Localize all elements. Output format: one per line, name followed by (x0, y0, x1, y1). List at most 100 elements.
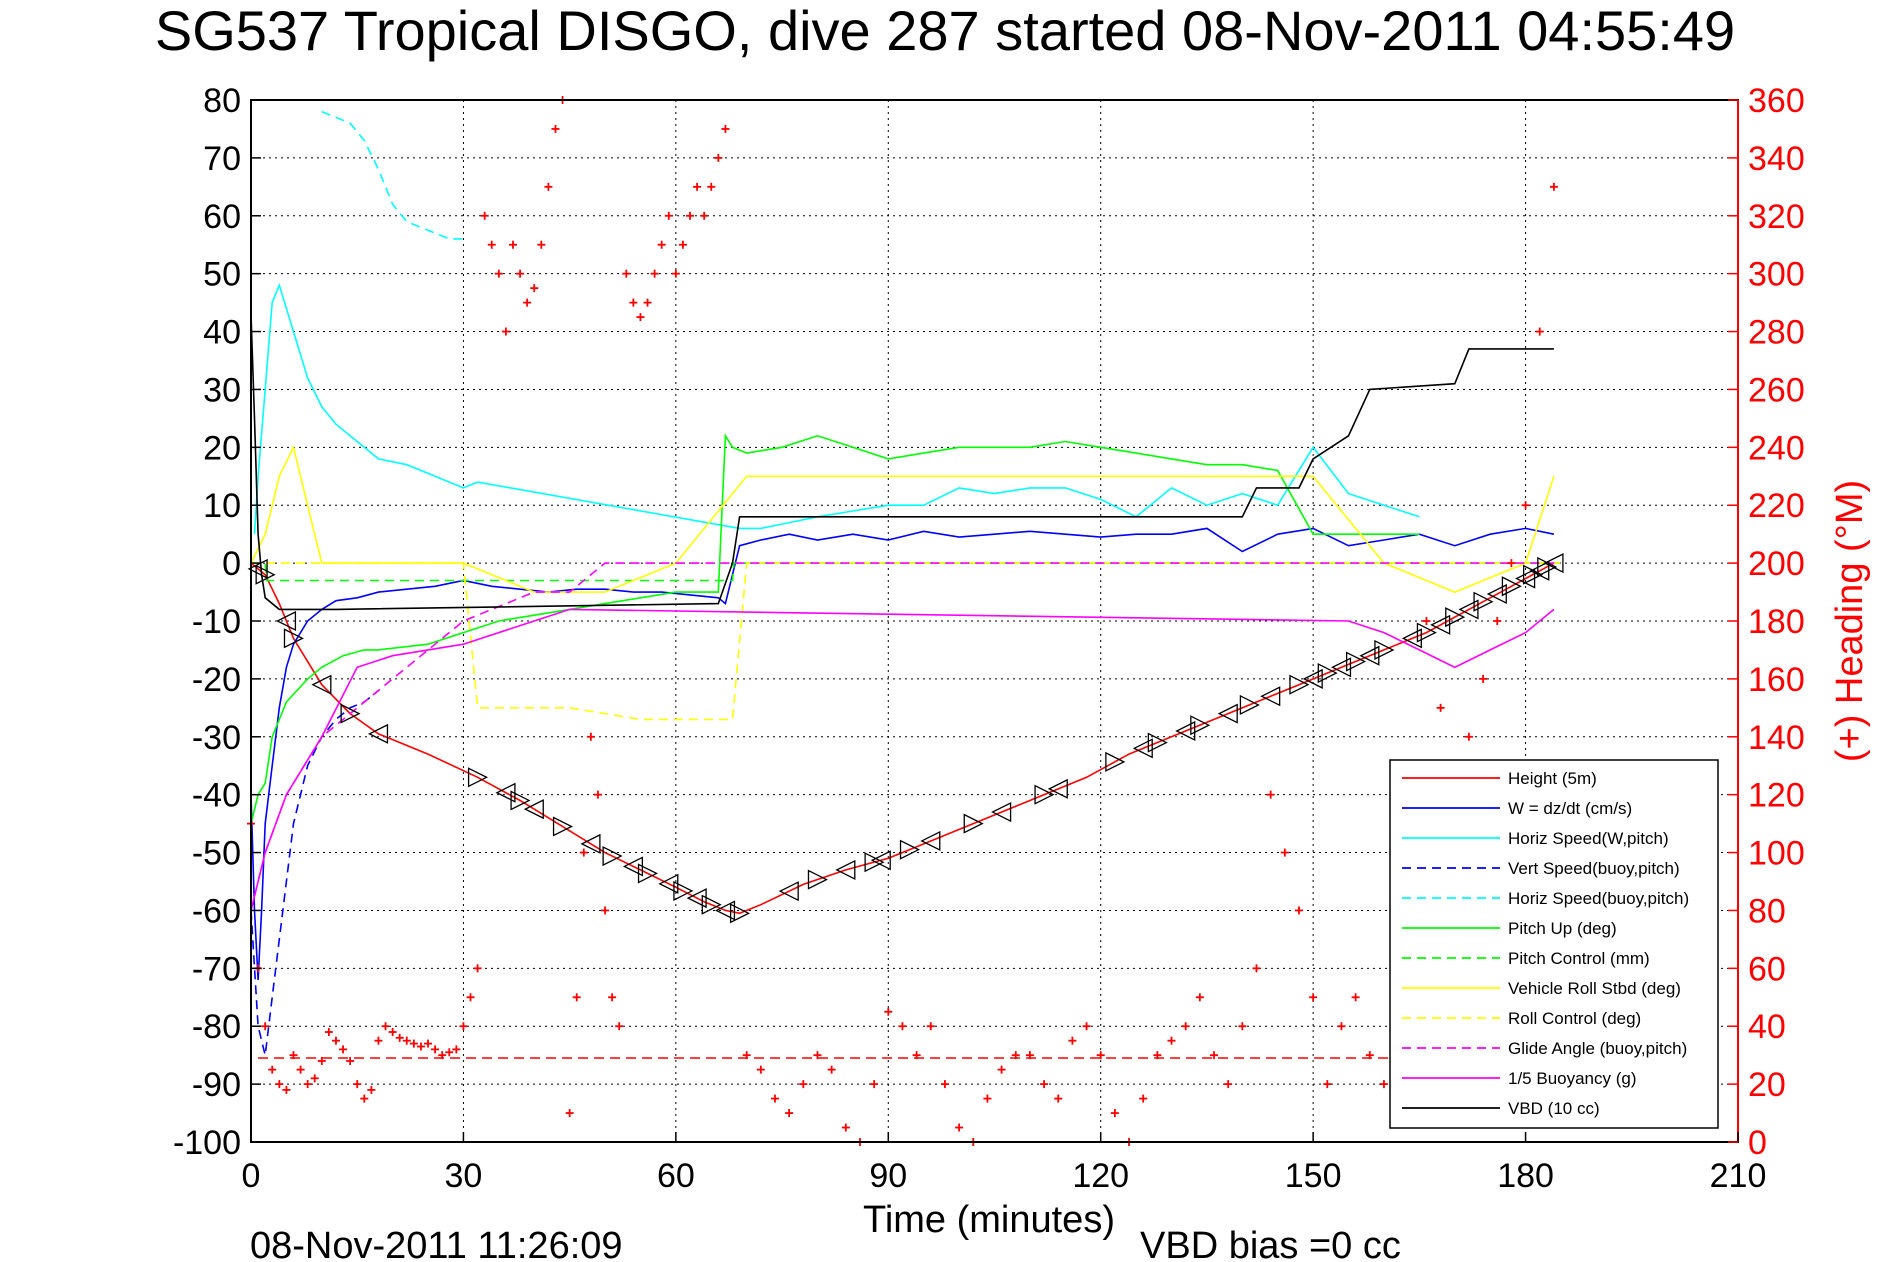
heading-point (1337, 1022, 1346, 1031)
heading-point (431, 1045, 440, 1054)
series-line-11 (250, 314, 1554, 611)
heading-point (339, 1045, 348, 1054)
height-marker (673, 880, 694, 901)
heading-point (898, 1022, 907, 1031)
height-marker (1317, 663, 1338, 684)
legend-label: 1/5 Buoyancy (g) (1508, 1069, 1637, 1088)
heading-point (629, 298, 638, 307)
series-line-1 (250, 527, 1555, 980)
heading-point (1167, 1036, 1176, 1045)
heading-point (402, 1036, 411, 1045)
heading-point (940, 1080, 949, 1089)
heading-point (643, 298, 652, 307)
heading-point (353, 1080, 362, 1089)
heading-point (1096, 1051, 1105, 1060)
y-tick-label: -60 (192, 892, 241, 930)
series-line-7 (250, 444, 1555, 593)
heading-point (1025, 1051, 1034, 1060)
height-marker (311, 674, 332, 695)
height-marker (580, 833, 601, 854)
y2-tick-label: 260 (1748, 371, 1805, 409)
heading-point (1040, 1080, 1049, 1089)
heading-point (664, 211, 673, 220)
height-marker (1105, 751, 1126, 772)
heading-point (650, 269, 659, 278)
heading-point (1068, 1036, 1077, 1045)
y2-tick-label: 280 (1748, 314, 1805, 352)
heading-point (1365, 1051, 1374, 1060)
y2-tick-label: 140 (1748, 719, 1805, 757)
series-line-0 (250, 562, 1555, 915)
y-tick-label: 0 (222, 545, 241, 583)
heading-point (693, 182, 702, 191)
heading-point (593, 790, 602, 799)
x-axis-ticks: 0 30 60 90 120 150 180 210 (242, 1132, 1766, 1195)
heading-point (1493, 617, 1502, 625)
y2-tick-label: 300 (1748, 256, 1805, 294)
y2-tick-label: 320 (1748, 198, 1805, 236)
series-layer (250, 110, 1561, 1056)
height-marker (864, 852, 885, 873)
heading-point (799, 1080, 808, 1089)
series-line-2 (253, 282, 1420, 535)
legend: Height (5m) W = dz/dt (cm/s) Horiz Speed(W… (1389, 759, 1719, 1129)
height-marker (1445, 607, 1466, 628)
heading-point (657, 240, 666, 249)
legend-label: Horiz Speed(W,pitch) (1508, 829, 1669, 848)
height-marker (1147, 732, 1168, 753)
heading-point (487, 240, 496, 249)
heading-point (1464, 732, 1473, 741)
heading-point (1210, 1051, 1219, 1060)
x-tick-label: 0 (242, 1157, 261, 1195)
heading-point (1153, 1051, 1162, 1060)
height-marker (1047, 778, 1068, 799)
y2-tick-label: 200 (1748, 545, 1805, 583)
series-line-4 (321, 110, 464, 240)
y2-tick-label: 220 (1748, 487, 1805, 525)
heading-point (445, 1048, 454, 1057)
heading-point (1266, 790, 1275, 799)
height-marker (1501, 576, 1522, 597)
heading-point (1139, 1094, 1148, 1103)
heading-point (1351, 993, 1360, 1002)
heading-point (530, 284, 539, 293)
heading-point (381, 1022, 390, 1031)
heading-point (416, 1042, 425, 1051)
heading-point (296, 1065, 305, 1074)
y2-tick-label: 100 (1748, 835, 1805, 873)
height-marker (1190, 715, 1211, 736)
height-marker (1473, 591, 1494, 612)
height-marker (510, 790, 531, 811)
y-tick-label: 30 (203, 371, 241, 409)
y2-axis-label: (+) Heading (°M) (1829, 480, 1871, 762)
height-marker (523, 799, 544, 820)
height-marker (1374, 639, 1395, 660)
heading-point (508, 240, 517, 249)
heading-point (303, 1080, 312, 1089)
height-marker (340, 703, 361, 724)
legend-label: Vehicle Roll Stbd (deg) (1508, 979, 1681, 998)
height-marker (255, 564, 276, 585)
y2-tick-label: 120 (1748, 777, 1805, 815)
legend-label: Roll Control (deg) (1508, 1009, 1641, 1028)
height-marker (920, 830, 941, 852)
y-tick-label: 80 (203, 82, 241, 120)
x-tick-label: 90 (869, 1157, 907, 1195)
heading-point (926, 1022, 935, 1031)
height-marker (602, 845, 623, 867)
heading-point (360, 1094, 369, 1103)
y2-tick-label: 240 (1748, 429, 1805, 467)
y-tick-label: -20 (192, 661, 241, 699)
heading-point (870, 1080, 879, 1089)
heading-point (1011, 1051, 1020, 1060)
series-line-3 (250, 689, 380, 1056)
heading-point (912, 1051, 921, 1060)
heading-point (579, 848, 588, 857)
heading-point (551, 124, 560, 133)
height-marker (1132, 738, 1153, 759)
heading-point (1535, 327, 1544, 336)
height-marker (899, 839, 920, 860)
heading-point (707, 182, 716, 191)
heading-point (516, 269, 525, 278)
heading-point (1054, 1094, 1063, 1103)
